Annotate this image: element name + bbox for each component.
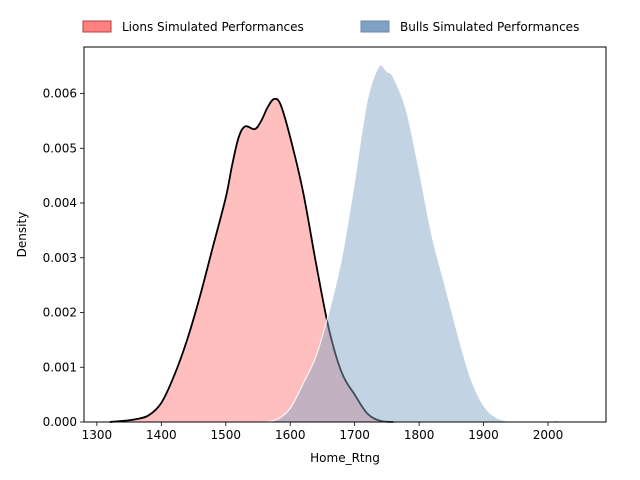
x-tick-label: 2000 (533, 428, 564, 442)
y-tick-label: 0.000 (43, 415, 77, 429)
y-tick-label: 0.003 (43, 251, 77, 265)
y-tick-label: 0.005 (43, 141, 77, 155)
legend-swatch-0 (82, 20, 112, 33)
y-axis-label: Density (15, 212, 29, 258)
x-tick-label: 1300 (82, 428, 113, 442)
x-tick-label: 1800 (404, 428, 435, 442)
y-tick-label: 0.002 (43, 306, 77, 320)
legend-label-0: Lions Simulated Performances (122, 20, 304, 34)
y-tick-label: 0.001 (43, 360, 77, 374)
x-tick-label: 1600 (275, 428, 306, 442)
x-tick-label: 1700 (339, 428, 370, 442)
y-tick-label: 0.006 (43, 87, 77, 101)
legend-label-1: Bulls Simulated Performances (400, 20, 579, 34)
y-axis-ticks: 0.000 0.001 0.002 0.003 0.004 0.005 0.006 (43, 87, 84, 429)
plot-frame (83, 46, 607, 423)
x-tick-label: 1500 (211, 428, 242, 442)
x-tick-label: 1900 (468, 428, 499, 442)
x-axis-label: Home_Rtng (310, 451, 380, 465)
legend-swatch-1 (360, 20, 390, 33)
x-tick-label: 1400 (146, 428, 177, 442)
series-1-area (264, 64, 568, 423)
plot-areas (109, 64, 568, 423)
y-tick-label: 0.004 (43, 196, 77, 210)
series-0-area (109, 98, 394, 422)
series-0-line (109, 97, 394, 423)
legend: Lions Simulated Performances Bulls Simula… (82, 20, 579, 34)
x-axis-ticks: 1300 1400 1500 1600 1700 1800 1900 2000 (82, 422, 564, 442)
